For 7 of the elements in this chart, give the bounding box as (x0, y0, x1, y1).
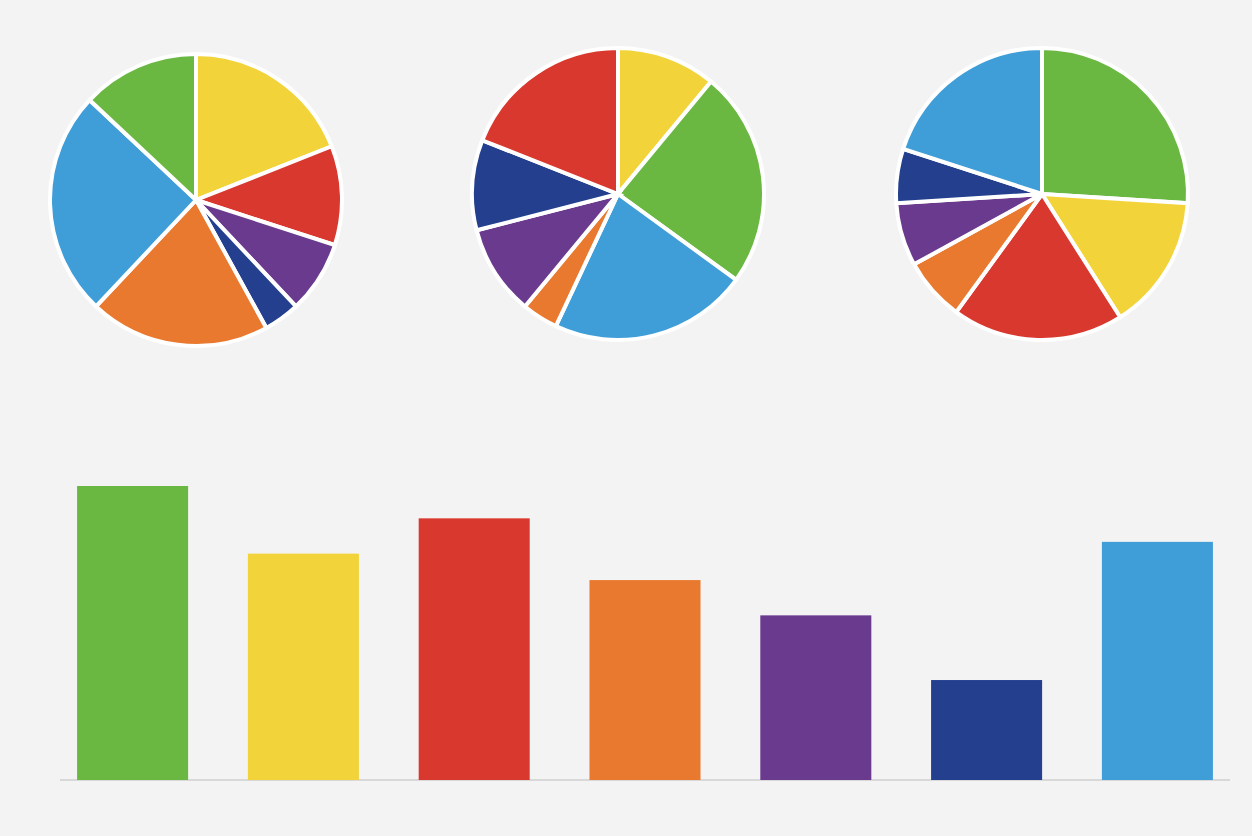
bar (77, 486, 189, 780)
bar (589, 580, 701, 780)
bar (418, 518, 530, 780)
bar (1101, 541, 1213, 780)
bar (931, 680, 1043, 780)
bar (760, 615, 872, 780)
bar (247, 553, 359, 780)
